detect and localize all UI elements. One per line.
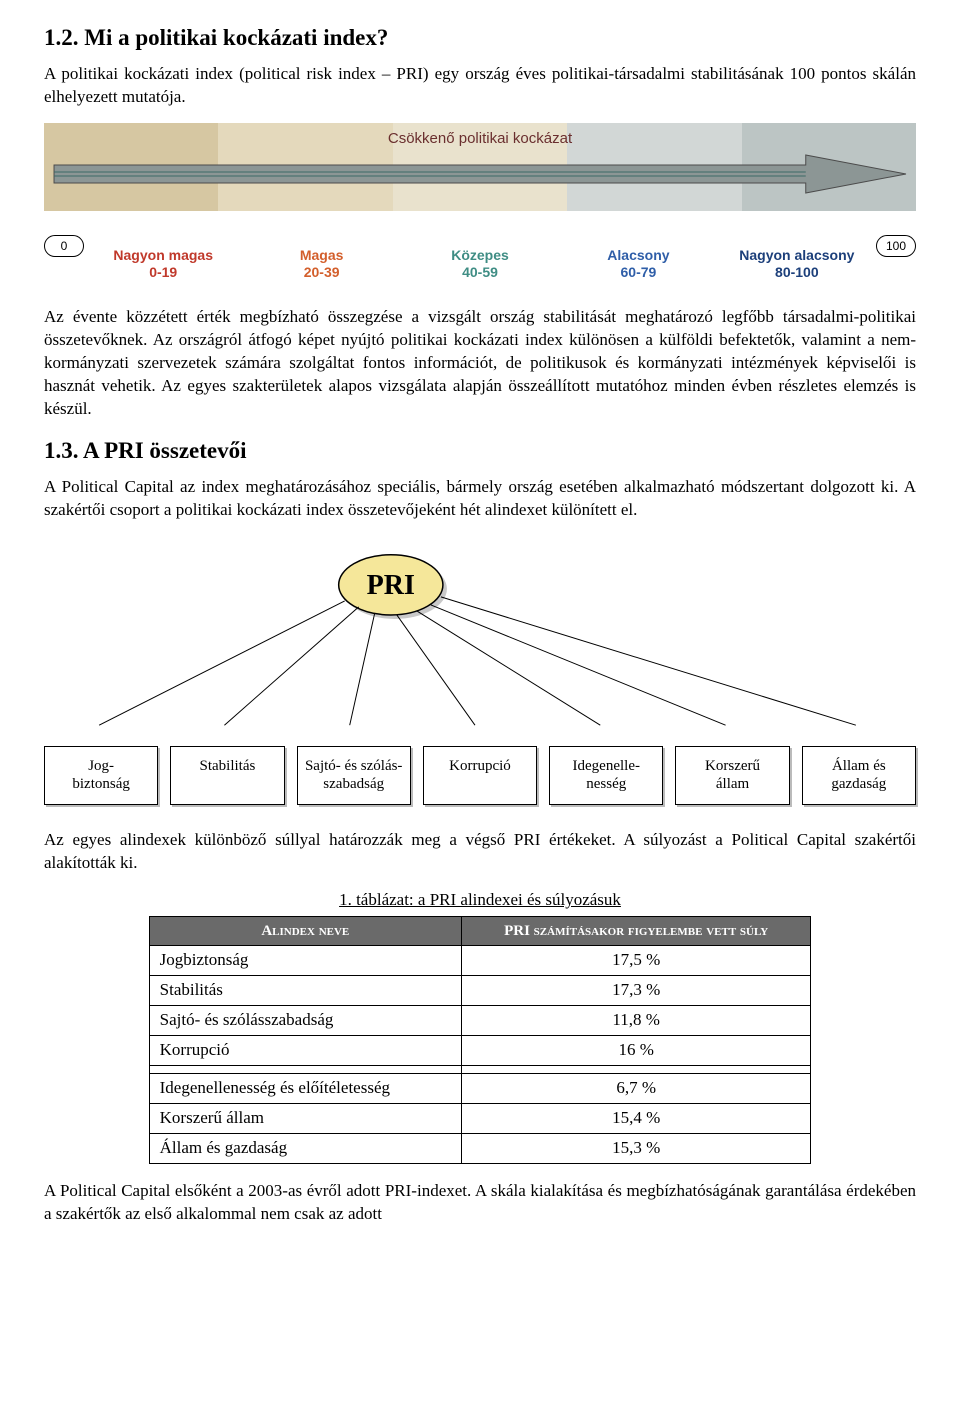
scale-title: Csökkenő politikai kockázat: [44, 129, 916, 149]
leaf-7: Állam ésgazdaság: [802, 746, 916, 806]
risk-scale-diagram: Csökkenő politikai kockázat 0 Nagyon mag…: [44, 123, 916, 282]
intro-1-3: A Political Capital az index meghatározá…: [44, 476, 916, 522]
tree-svg: PRI: [44, 530, 916, 750]
table-caption: 1. táblázat: a PRI alindexei és súlyozás…: [44, 889, 916, 912]
table-row: Korrupció16 %: [149, 1035, 811, 1065]
cell-weight: 11,8 %: [461, 1005, 810, 1035]
table-row: Jogbiztonság17,5 %: [149, 946, 811, 976]
tree-edges: [99, 596, 856, 724]
heading-1-2: 1.2. Mi a politikai kockázati index?: [44, 22, 916, 53]
table-header-row: Alindex neve PRI számításakor figyelembe…: [149, 916, 811, 945]
tree-leaves: Jog-biztonság Stabilitás Sajtó- és szólá…: [44, 746, 916, 806]
cell-weight: 15,4 %: [461, 1103, 810, 1133]
th-weight: PRI számításakor figyelembe vett súly: [461, 916, 810, 945]
cell-name: Jogbiztonság: [149, 946, 461, 976]
root-label: PRI: [367, 569, 415, 600]
leaf-6: Korszerűállam: [675, 746, 789, 806]
cell-weight: 16 %: [461, 1035, 810, 1065]
leaf-2: Stabilitás: [170, 746, 284, 806]
scale-label-2-top: Magas: [242, 247, 400, 265]
para-after-tree: Az egyes alindexek különböző súllyal hat…: [44, 829, 916, 875]
table-row: Sajtó- és szólásszabadság11,8 %: [149, 1005, 811, 1035]
scale-label-5-range: 80-100: [718, 264, 876, 282]
closing-para: A Political Capital elsőként a 2003-as é…: [44, 1180, 916, 1226]
scale-label-3-range: 40-59: [401, 264, 559, 282]
scale-label-2: Magas 20-39: [242, 247, 400, 282]
cell-name: Állam és gazdaság: [149, 1133, 461, 1163]
scale-endcap-left: 0: [44, 235, 84, 257]
table-row: Stabilitás17,3 %: [149, 976, 811, 1006]
scale-label-4: Alacsony 60-79: [559, 247, 717, 282]
cell-name: Sajtó- és szólásszabadság: [149, 1005, 461, 1035]
table-row: Korszerű állam15,4 %: [149, 1103, 811, 1133]
cell-weight: 6,7 %: [461, 1073, 810, 1103]
scale-label-3-top: Közepes: [401, 247, 559, 265]
cell-name: Idegenellenesség és előítéletesség: [149, 1073, 461, 1103]
scale-label-2-range: 20-39: [242, 264, 400, 282]
cell-weight: 15,3 %: [461, 1133, 810, 1163]
scale-label-3: Közepes 40-59: [401, 247, 559, 282]
leaf-4: Korrupció: [423, 746, 537, 806]
scale-label-1-top: Nagyon magas: [84, 247, 242, 265]
cell-name: Korrupció: [149, 1035, 461, 1065]
scale-label-1-range: 0-19: [84, 264, 242, 282]
leaf-3: Sajtó- és szólás-szabadság: [297, 746, 411, 806]
para-after-scale: Az évente közzétett érték megbízható öss…: [44, 306, 916, 421]
pri-tree-diagram: PRI Jog-biztonság Stabilitás Sajtó- és s…: [44, 530, 916, 806]
table-row: Állam és gazdaság15,3 %: [149, 1133, 811, 1163]
scale-label-4-range: 60-79: [559, 264, 717, 282]
leaf-5: Idegenelle-nesség: [549, 746, 663, 806]
scale-arrow-icon: [44, 151, 916, 197]
scale-label-5-top: Nagyon alacsony: [718, 247, 876, 265]
scale-label-4-top: Alacsony: [559, 247, 717, 265]
table-row: Idegenellenesség és előítéletesség6,7 %: [149, 1073, 811, 1103]
scale-endcap-right: 100: [876, 235, 916, 257]
scale-label-5: Nagyon alacsony 80-100: [718, 247, 876, 282]
cell-weight: 17,3 %: [461, 976, 810, 1006]
intro-1-2: A politikai kockázati index (political r…: [44, 63, 916, 109]
scale-label-1: Nagyon magas 0-19: [84, 247, 242, 282]
weight-table: Alindex neve PRI számításakor figyelembe…: [149, 916, 812, 1164]
heading-1-3: 1.3. A PRI összetevői: [44, 435, 916, 466]
cell-weight: 17,5 %: [461, 946, 810, 976]
cell-name: Stabilitás: [149, 976, 461, 1006]
scale-bar: Csökkenő politikai kockázat: [44, 123, 916, 211]
cell-name: Korszerű állam: [149, 1103, 461, 1133]
leaf-1: Jog-biztonság: [44, 746, 158, 806]
th-name: Alindex neve: [149, 916, 461, 945]
table-gap: [149, 1065, 811, 1073]
